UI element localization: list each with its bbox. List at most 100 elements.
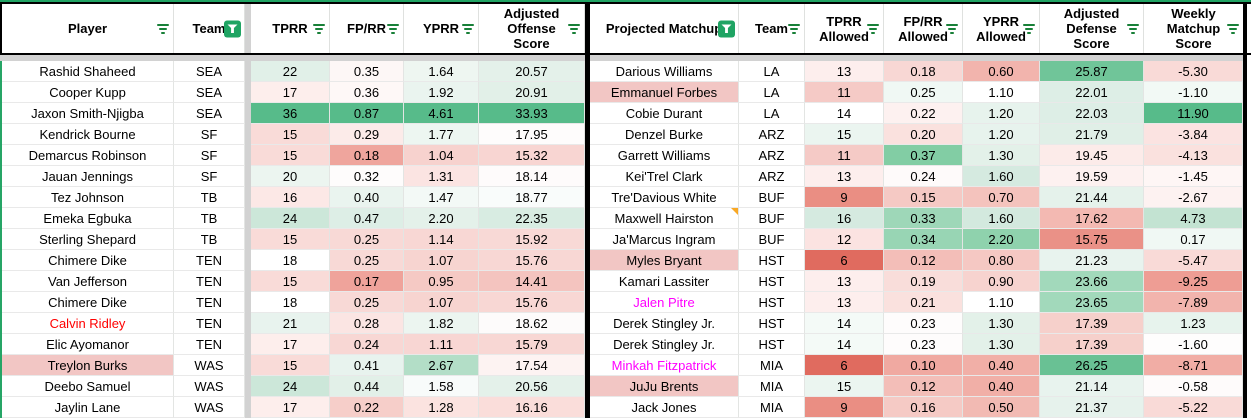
- filter-icon[interactable]: [787, 23, 801, 34]
- cell-tprr-allowed[interactable]: 13: [805, 271, 884, 292]
- cell-yprr[interactable]: 1.14: [404, 229, 479, 250]
- matchup-cell[interactable]: Darious Williams: [590, 61, 739, 82]
- cell-adjusted-offense-score[interactable]: 15.92: [479, 229, 585, 250]
- cell-yprr[interactable]: 1.47: [404, 187, 479, 208]
- cell-yprr[interactable]: 1.31: [404, 166, 479, 187]
- cell-yprr[interactable]: 1.92: [404, 82, 479, 103]
- cell-tprr[interactable]: 20: [251, 166, 330, 187]
- player-cell[interactable]: Van Jefferson: [2, 271, 174, 292]
- cell-adjusted-offense-score[interactable]: 22.35: [479, 208, 585, 229]
- col-header-team-right[interactable]: Team: [739, 4, 805, 53]
- cell-adjusted-defense-score[interactable]: 23.65: [1040, 292, 1144, 313]
- team-cell[interactable]: MIA: [739, 355, 805, 376]
- filter-icon[interactable]: [461, 23, 475, 34]
- matchup-cell[interactable]: Myles Bryant: [590, 250, 739, 271]
- cell-adjusted-defense-score[interactable]: 22.01: [1040, 82, 1144, 103]
- cell-weekly-matchup-score[interactable]: 1.23: [1144, 313, 1243, 334]
- matchup-cell[interactable]: Jack Jones: [590, 397, 739, 418]
- cell-adjusted-offense-score[interactable]: 15.76: [479, 292, 585, 313]
- cell-tprr-allowed[interactable]: 11: [805, 82, 884, 103]
- player-cell[interactable]: Jauan Jennings: [2, 166, 174, 187]
- cell-yprr-allowed[interactable]: 1.60: [963, 208, 1040, 229]
- matchup-cell[interactable]: Minkah Fitzpatrick: [590, 355, 739, 376]
- cell-weekly-matchup-score[interactable]: -1.10: [1144, 82, 1243, 103]
- cell-fprr[interactable]: 0.32: [330, 166, 404, 187]
- filter-icon[interactable]: [156, 23, 170, 34]
- matchup-cell[interactable]: Maxwell Hairston: [590, 208, 739, 229]
- cell-adjusted-offense-score[interactable]: 20.91: [479, 82, 585, 103]
- cell-tprr[interactable]: 22: [251, 61, 330, 82]
- cell-adjusted-defense-score[interactable]: 15.75: [1040, 229, 1144, 250]
- cell-fprr[interactable]: 0.25: [330, 229, 404, 250]
- col-header-tprr[interactable]: TPRR: [251, 4, 330, 53]
- cell-adjusted-defense-score[interactable]: 17.39: [1040, 313, 1144, 334]
- team-cell[interactable]: LA: [739, 61, 805, 82]
- cell-weekly-matchup-score[interactable]: -0.58: [1144, 376, 1243, 397]
- cell-fprr-allowed[interactable]: 0.22: [884, 103, 963, 124]
- filter-icon[interactable]: [945, 23, 959, 34]
- cell-tprr[interactable]: 24: [251, 208, 330, 229]
- cell-adjusted-defense-score[interactable]: 22.03: [1040, 103, 1144, 124]
- team-cell[interactable]: SEA: [174, 61, 245, 82]
- cell-tprr-allowed[interactable]: 6: [805, 355, 884, 376]
- col-header-adjusted-defense-score[interactable]: Adjusted Defense Score: [1040, 4, 1144, 53]
- cell-yprr-allowed[interactable]: 0.90: [963, 271, 1040, 292]
- cell-tprr-allowed[interactable]: 14: [805, 103, 884, 124]
- cell-adjusted-defense-score[interactable]: 23.66: [1040, 271, 1144, 292]
- col-header-projected-matchup[interactable]: Projected Matchup: [590, 4, 739, 53]
- cell-yprr-allowed[interactable]: 0.60: [963, 61, 1040, 82]
- player-cell[interactable]: Emeka Egbuka: [2, 208, 174, 229]
- player-cell[interactable]: Jaylin Lane: [2, 397, 174, 418]
- team-cell[interactable]: ARZ: [739, 124, 805, 145]
- cell-tprr[interactable]: 24: [251, 376, 330, 397]
- cell-yprr[interactable]: 4.61: [404, 103, 479, 124]
- cell-fprr-allowed[interactable]: 0.23: [884, 313, 963, 334]
- cell-adjusted-defense-score[interactable]: 26.25: [1040, 355, 1144, 376]
- filter-icon[interactable]: [386, 23, 400, 34]
- cell-tprr-allowed[interactable]: 15: [805, 376, 884, 397]
- cell-weekly-matchup-score[interactable]: -1.60: [1144, 334, 1243, 355]
- cell-fprr[interactable]: 0.25: [330, 250, 404, 271]
- cell-tprr[interactable]: 18: [251, 292, 330, 313]
- filter-icon[interactable]: [1126, 23, 1140, 34]
- cell-adjusted-offense-score[interactable]: 17.54: [479, 355, 585, 376]
- filter-active-icon[interactable]: [718, 20, 735, 37]
- cell-weekly-matchup-score[interactable]: -1.45: [1144, 166, 1243, 187]
- player-cell[interactable]: Treylon Burks: [2, 355, 174, 376]
- matchup-cell[interactable]: Kamari Lassiter: [590, 271, 739, 292]
- cell-fprr-allowed[interactable]: 0.16: [884, 397, 963, 418]
- cell-tprr[interactable]: 15: [251, 355, 330, 376]
- cell-tprr[interactable]: 17: [251, 82, 330, 103]
- cell-fprr[interactable]: 0.24: [330, 334, 404, 355]
- team-cell[interactable]: TB: [174, 208, 245, 229]
- team-cell[interactable]: HST: [739, 250, 805, 271]
- cell-tprr[interactable]: 15: [251, 124, 330, 145]
- cell-yprr-allowed[interactable]: 1.30: [963, 334, 1040, 355]
- team-cell[interactable]: HST: [739, 334, 805, 355]
- player-cell[interactable]: Elic Ayomanor: [2, 334, 174, 355]
- cell-adjusted-offense-score[interactable]: 17.95: [479, 124, 585, 145]
- matchup-cell[interactable]: Kei'Trel Clark: [590, 166, 739, 187]
- cell-fprr-allowed[interactable]: 0.21: [884, 292, 963, 313]
- team-cell[interactable]: MIA: [739, 376, 805, 397]
- col-header-tprr-allowed[interactable]: TPRR Allowed: [805, 4, 884, 53]
- player-cell[interactable]: Calvin Ridley: [2, 313, 174, 334]
- cell-tprr-allowed[interactable]: 13: [805, 61, 884, 82]
- team-cell[interactable]: WAS: [174, 397, 245, 418]
- cell-fprr[interactable]: 0.18: [330, 145, 404, 166]
- team-cell[interactable]: SEA: [174, 103, 245, 124]
- cell-fprr-allowed[interactable]: 0.15: [884, 187, 963, 208]
- team-cell[interactable]: TEN: [174, 313, 245, 334]
- cell-fprr-allowed[interactable]: 0.34: [884, 229, 963, 250]
- cell-weekly-matchup-score[interactable]: -3.84: [1144, 124, 1243, 145]
- col-header-fprr-allowed[interactable]: FP/RR Allowed: [884, 4, 963, 53]
- player-cell[interactable]: Tez Johnson: [2, 187, 174, 208]
- cell-yprr[interactable]: 1.04: [404, 145, 479, 166]
- col-header-yprr[interactable]: YPRR: [404, 4, 479, 53]
- cell-adjusted-defense-score[interactable]: 19.45: [1040, 145, 1144, 166]
- team-cell[interactable]: LA: [739, 82, 805, 103]
- cell-tprr[interactable]: 17: [251, 334, 330, 355]
- cell-weekly-matchup-score[interactable]: 0.17: [1144, 229, 1243, 250]
- cell-yprr[interactable]: 2.67: [404, 355, 479, 376]
- cell-fprr[interactable]: 0.17: [330, 271, 404, 292]
